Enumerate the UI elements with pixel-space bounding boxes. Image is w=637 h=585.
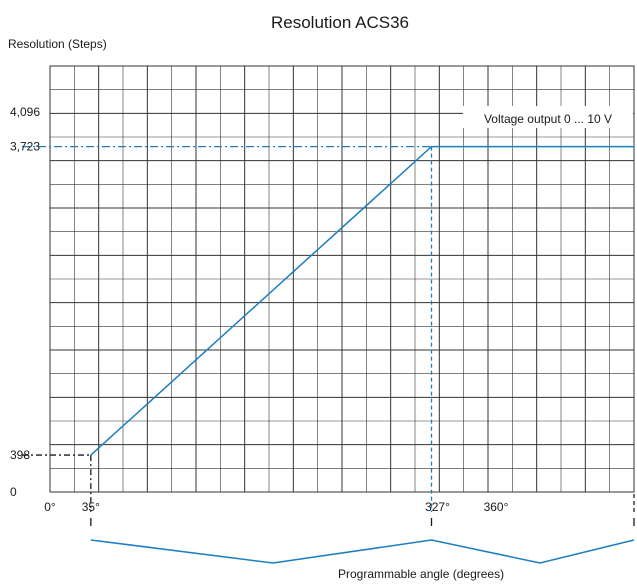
y-axis-label: Resolution (Steps) bbox=[8, 37, 107, 51]
angle-brace bbox=[90, 539, 635, 564]
annotation-background bbox=[463, 106, 633, 128]
x-tick-label-360: 360° bbox=[484, 500, 509, 514]
labels: 0 398 3,723 4,096 0° 35° 327° 360° bbox=[10, 105, 509, 514]
y-tick-label-4096: 4,096 bbox=[10, 105, 40, 119]
chart-title: Resolution ACS36 bbox=[271, 13, 409, 32]
guide-lines bbox=[22, 145, 635, 526]
voltage-output-annotation: Voltage output 0 ... 10 V bbox=[484, 112, 612, 126]
programmable-angle-brace bbox=[90, 539, 635, 564]
x-tick-label-0: 0° bbox=[44, 500, 56, 514]
x-tick-label-35: 35° bbox=[82, 500, 100, 514]
x-axis-label: Programmable angle (degrees) bbox=[338, 567, 504, 581]
series-line-resolution bbox=[90, 145, 634, 456]
x-tick-label-327: 327° bbox=[425, 500, 450, 514]
y-tick-label-0: 0 bbox=[10, 485, 17, 499]
y-tick-label-398: 398 bbox=[10, 448, 30, 462]
y-tick-label-3723: 3,723 bbox=[10, 140, 40, 154]
series bbox=[90, 145, 634, 456]
grid bbox=[49, 65, 635, 493]
